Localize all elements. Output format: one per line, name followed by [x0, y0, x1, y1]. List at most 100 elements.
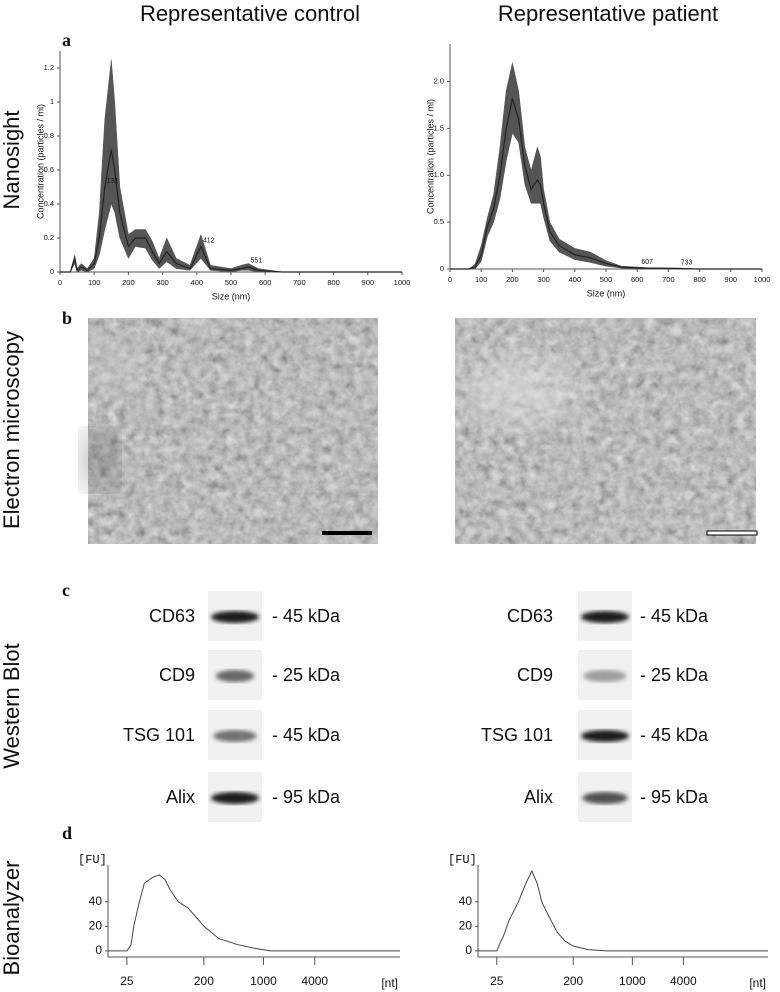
blot-band — [582, 792, 628, 804]
panel-letter: b — [62, 308, 72, 328]
panel-letter: a — [62, 30, 71, 50]
confidence-band — [60, 59, 402, 273]
em-texture — [455, 318, 756, 544]
x-tick-label: 1000 — [250, 974, 277, 988]
size-label: - 45 kDa — [272, 606, 341, 626]
y-axis-label: Concentration (particles / ml) — [425, 99, 435, 214]
em-image — [455, 318, 758, 544]
blot-band — [213, 730, 257, 742]
y-tick-label: 20 — [459, 919, 473, 933]
confidence-band — [450, 62, 762, 270]
y-tick-label: 0.8 — [44, 131, 54, 140]
x-tick-label: 0 — [448, 275, 452, 284]
x-tick-label: 4000 — [670, 974, 697, 988]
x-tick-label: 200 — [506, 275, 519, 284]
western-blots: CD63 - 45 kDa CD9 - 25 kDa TSG 101 - 45 kDa Al… — [123, 591, 709, 822]
protein-label: CD63 — [507, 606, 553, 626]
x-axis-label: Size (nm) — [212, 291, 251, 301]
blot-band — [215, 670, 255, 682]
em-shade — [96, 338, 140, 398]
x-tick-label: 300 — [537, 275, 550, 284]
row-label: Western Blot — [0, 643, 24, 769]
y-tick-label: 0 — [440, 264, 444, 273]
blot-band — [211, 611, 259, 623]
y-tick-label: 0.2 — [44, 233, 54, 242]
panel-letter: c — [62, 580, 70, 600]
size-label: - 25 kDa — [272, 665, 341, 685]
y-axis-label: [FU] — [448, 853, 477, 867]
x-tick-label: 1000 — [619, 974, 646, 988]
x-axis-label: Size (nm) — [587, 288, 626, 298]
column-title: Representative control — [140, 1, 360, 26]
x-tick-label: 4000 — [301, 974, 328, 988]
scale-bar — [706, 530, 758, 536]
row-label: Bioanalyzer — [0, 861, 24, 976]
peak-label: 607 — [641, 259, 653, 266]
x-tick-label: 600 — [631, 275, 644, 284]
x-tick-label: 1000 — [754, 275, 771, 284]
protein-label: TSG 101 — [123, 725, 195, 745]
protein-label: CD63 — [149, 606, 195, 626]
peak-label: 733 — [681, 259, 693, 266]
y-tick-label: 40 — [459, 894, 473, 908]
y-tick-label: 0.6 — [44, 165, 54, 174]
peak-label: 131 — [107, 178, 119, 185]
y-tick-label: 1.0 — [434, 170, 444, 179]
size-label: - 45 kDa — [640, 606, 709, 626]
y-axis-label: Concentration (particles / ml) — [35, 104, 45, 219]
data-line — [478, 869, 768, 952]
row-label: Electron microscopy — [0, 331, 24, 529]
y-tick-label: 0.4 — [44, 199, 54, 208]
em-shade — [465, 355, 575, 425]
x-tick-label: 200 — [194, 974, 214, 988]
blot-band — [583, 670, 627, 682]
size-label: - 25 kDa — [640, 665, 709, 685]
size-label: - 45 kDa — [640, 725, 709, 745]
x-tick-label: 800 — [327, 278, 340, 287]
y-tick-label: 40 — [89, 894, 103, 908]
x-tick-label: 400 — [191, 278, 204, 287]
em-image — [82, 318, 378, 544]
y-axis-label: [FU] — [78, 853, 107, 867]
peak-label: 551 — [250, 258, 262, 265]
column-title: Representative patient — [498, 1, 718, 26]
y-tick-label: 1.5 — [434, 123, 444, 132]
peak-label: 412 — [203, 237, 215, 244]
protein-label: TSG 101 — [481, 725, 553, 745]
x-tick-label: 700 — [662, 275, 675, 284]
scale-bar — [322, 531, 372, 535]
x-tick-label: 500 — [600, 275, 613, 284]
x-tick-label: 700 — [293, 278, 306, 287]
x-tick-label: 200 — [563, 974, 583, 988]
protein-label: CD9 — [159, 665, 195, 685]
y-tick-label: 2.0 — [434, 76, 444, 85]
size-label: - 45 kDa — [272, 725, 341, 745]
blot-band — [581, 730, 629, 742]
x-tick-label: 100 — [88, 278, 101, 287]
y-tick-label: 0 — [50, 267, 54, 276]
y-tick-label: 0.5 — [434, 217, 444, 226]
size-label: - 95 kDa — [640, 787, 709, 807]
data-line — [60, 149, 402, 273]
y-tick-label: 0 — [465, 943, 472, 957]
x-tick-label: 200 — [122, 278, 135, 287]
x-tick-label: 900 — [725, 275, 738, 284]
x-tick-label: 100 — [475, 275, 488, 284]
x-tick-label: 500 — [225, 278, 238, 287]
protein-label: CD9 — [517, 665, 553, 685]
protein-label: Alix — [524, 787, 553, 807]
y-tick-label: 20 — [89, 919, 103, 933]
y-tick-label: 0 — [95, 943, 102, 957]
x-tick-label: 800 — [693, 275, 706, 284]
y-tick-label: 1.2 — [44, 63, 54, 72]
x-axis-label: [nt] — [381, 976, 398, 990]
data-line — [108, 874, 400, 952]
x-tick-label: 1000 — [394, 278, 411, 287]
x-tick-label: 300 — [156, 278, 169, 287]
panel-letter: d — [62, 823, 72, 843]
x-tick-label: 25 — [490, 974, 504, 988]
x-tick-label: 0 — [58, 278, 62, 287]
x-tick-label: 600 — [259, 278, 272, 287]
